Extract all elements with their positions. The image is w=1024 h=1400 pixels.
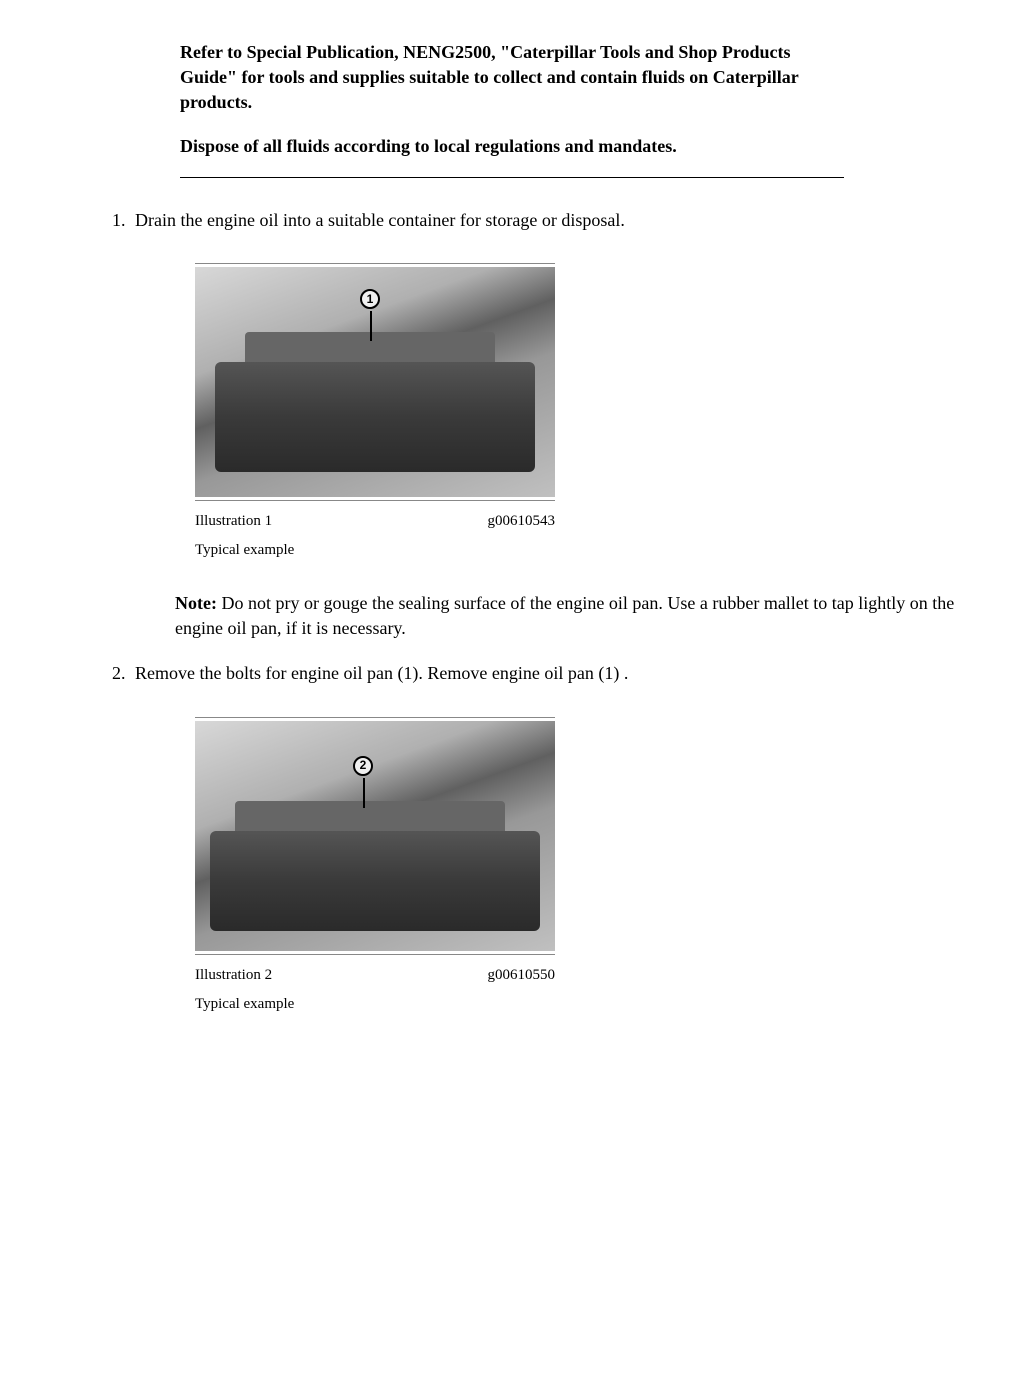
figure-2-code: g00610550 xyxy=(488,965,556,986)
note-paragraph: Note: Do not pry or gouge the sealing su… xyxy=(175,591,964,641)
figure-1-block: 1 Illustration 1 g00610543 Typical examp… xyxy=(195,263,555,561)
figure-1-callout: 1 xyxy=(360,289,380,309)
figure-2-label: Illustration 2 xyxy=(195,965,272,986)
figure-2-top-rule xyxy=(195,717,555,718)
figure-2-callout-line xyxy=(363,778,365,808)
figure-2-callout: 2 xyxy=(353,756,373,776)
note-text: Do not pry or gouge the sealing surface … xyxy=(175,593,954,638)
notice-block: Refer to Special Publication, NENG2500, … xyxy=(180,40,844,178)
notice-paragraph-2: Dispose of all fluids according to local… xyxy=(180,134,844,159)
step-2: Remove the bolts for engine oil pan (1).… xyxy=(130,661,964,1014)
figure-1-code: g00610543 xyxy=(488,511,556,532)
figure-1-caption-row: Illustration 1 g00610543 xyxy=(195,511,555,532)
figure-2-caption-row: Illustration 2 g00610550 xyxy=(195,965,555,986)
step-2-text: Remove the bolts for engine oil pan (1).… xyxy=(135,663,628,683)
notice-paragraph-1: Refer to Special Publication, NENG2500, … xyxy=(180,40,844,116)
figure-1-bottom-rule xyxy=(195,500,555,501)
step-1: Drain the engine oil into a suitable con… xyxy=(130,208,964,642)
figure-1-callout-number: 1 xyxy=(367,291,374,308)
figure-1-subcaption: Typical example xyxy=(195,540,555,561)
note-label: Note: xyxy=(175,593,221,613)
notice-divider xyxy=(180,177,844,178)
figure-1-callout-line xyxy=(370,311,372,341)
procedure-list: Drain the engine oil into a suitable con… xyxy=(100,208,964,1015)
figure-2-image: 2 xyxy=(195,721,555,951)
figure-1-top-rule xyxy=(195,263,555,264)
figure-1-label: Illustration 1 xyxy=(195,511,272,532)
figure-1-image: 1 xyxy=(195,267,555,497)
figure-2-block: 2 Illustration 2 g00610550 Typical examp… xyxy=(195,717,555,1015)
step-1-text: Drain the engine oil into a suitable con… xyxy=(135,210,625,230)
figure-2-callout-number: 2 xyxy=(360,757,367,774)
figure-2-bottom-rule xyxy=(195,954,555,955)
figure-2-subcaption: Typical example xyxy=(195,994,555,1015)
